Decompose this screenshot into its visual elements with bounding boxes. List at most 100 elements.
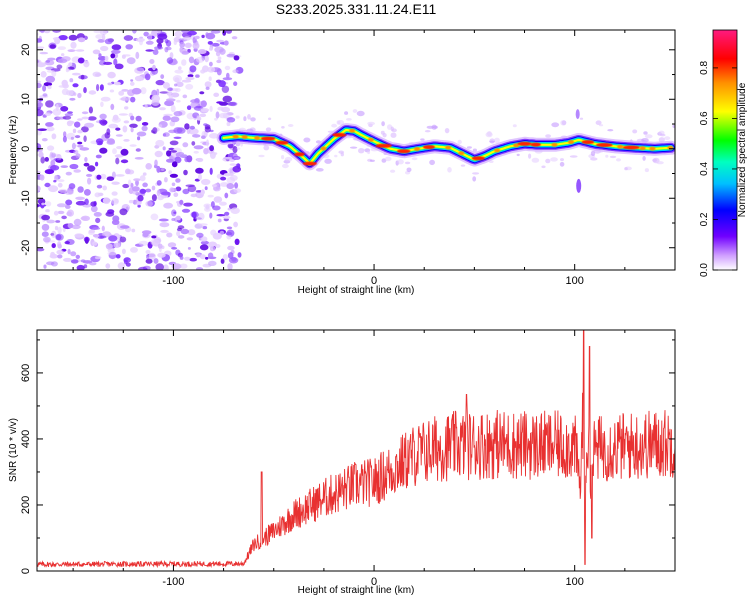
noise-blob	[218, 80, 226, 88]
noise-blob	[130, 96, 136, 103]
noise-blob	[168, 170, 172, 175]
noise-blob	[167, 242, 177, 248]
noise-blob	[595, 120, 602, 125]
noise-blob	[209, 61, 213, 67]
ridge-hotspot	[639, 146, 646, 151]
noise-blob	[185, 83, 194, 90]
noise-blob	[489, 140, 495, 143]
ridge-hotspot	[617, 144, 624, 149]
noise-blob	[40, 71, 47, 78]
noise-blob	[37, 80, 42, 84]
noise-blob	[236, 147, 241, 150]
snr-series-line	[37, 330, 675, 569]
noise-blob	[167, 87, 173, 91]
noise-blob	[494, 137, 500, 144]
noise-blob	[156, 180, 162, 186]
noise-blob	[77, 141, 83, 145]
ridge-hotspot	[332, 132, 347, 137]
noise-blob	[107, 82, 113, 86]
noise-blob	[616, 158, 621, 162]
noise-blob	[203, 123, 208, 126]
noise-blob	[652, 158, 657, 162]
noise-blob	[129, 123, 138, 128]
noise-blob	[472, 172, 480, 175]
noise-blob	[158, 218, 169, 222]
noise-blob	[210, 201, 215, 208]
colorbar-tick-label: 0.0	[699, 263, 710, 277]
noise-blob	[125, 44, 133, 50]
spectrogram-xlabel: Height of straight line (km)	[298, 285, 415, 296]
noise-blob	[181, 59, 187, 66]
noise-blob	[45, 60, 51, 63]
noise-blob	[212, 184, 217, 188]
noise-blob	[53, 158, 60, 161]
noise-blob	[134, 157, 144, 160]
noise-blob	[73, 149, 79, 155]
noise-blob	[108, 235, 118, 242]
noise-blob	[205, 86, 210, 91]
noise-blob	[92, 241, 98, 246]
noise-blob	[590, 157, 598, 161]
noise-blob	[178, 235, 185, 239]
noise-blob	[315, 168, 324, 172]
noise-blob	[659, 133, 666, 137]
noise-blob	[204, 55, 209, 63]
noise-blob	[69, 78, 74, 83]
noise-blob	[144, 73, 151, 81]
noise-blob	[37, 62, 46, 68]
spectrogram-frame-bg	[37, 30, 675, 270]
y-tick-label: 600	[20, 364, 32, 382]
noise-blob	[384, 156, 392, 162]
noise-blob	[81, 215, 90, 221]
noise-blob	[174, 77, 180, 83]
noise-blob	[120, 148, 129, 156]
noise-blob	[145, 49, 154, 52]
noise-blob	[96, 174, 102, 180]
noise-blob	[221, 85, 230, 94]
noise-blob	[204, 186, 208, 191]
noise-blob	[195, 74, 200, 78]
noise-blob	[207, 194, 214, 198]
noise-blob	[466, 146, 472, 149]
noise-blob	[64, 190, 74, 195]
noise-blob	[83, 162, 90, 167]
noise-blob	[43, 264, 47, 269]
noise-blob	[196, 115, 201, 121]
noise-blob	[179, 263, 188, 269]
noise-blob	[220, 182, 229, 187]
noise-blob	[70, 136, 74, 140]
ridge-hotspot	[513, 143, 520, 148]
noise-blob	[46, 126, 55, 132]
noise-blob	[225, 231, 233, 236]
noise-blob	[170, 116, 180, 123]
noise-blob	[69, 163, 79, 170]
noise-blob	[117, 262, 126, 270]
noise-blob	[199, 91, 205, 95]
y-tick-label: 200	[20, 496, 32, 514]
noise-blob	[77, 144, 84, 148]
noise-blob	[174, 30, 183, 38]
noise-blob	[49, 253, 58, 259]
noise-blob	[226, 72, 230, 79]
noise-blob	[397, 159, 404, 165]
ridge-hotspot	[517, 141, 532, 146]
noise-blob	[65, 204, 71, 209]
noise-blob	[145, 40, 154, 45]
noise-blob	[41, 231, 49, 237]
noise-blob	[644, 134, 653, 139]
noise-blob	[178, 66, 182, 70]
noise-blob	[151, 194, 157, 202]
noise-blob	[169, 173, 178, 178]
noise-blob	[46, 219, 56, 224]
noise-blob	[390, 132, 397, 138]
noise-blob	[189, 125, 195, 130]
noise-blob	[107, 71, 116, 79]
noise-blob	[54, 175, 58, 182]
noise-blob	[209, 212, 213, 219]
noise-blob	[123, 139, 130, 142]
noise-blob	[182, 188, 190, 195]
noise-blob	[247, 114, 251, 120]
noise-blob	[151, 94, 161, 103]
noise-blob	[220, 258, 225, 264]
noise-blob	[72, 128, 77, 134]
